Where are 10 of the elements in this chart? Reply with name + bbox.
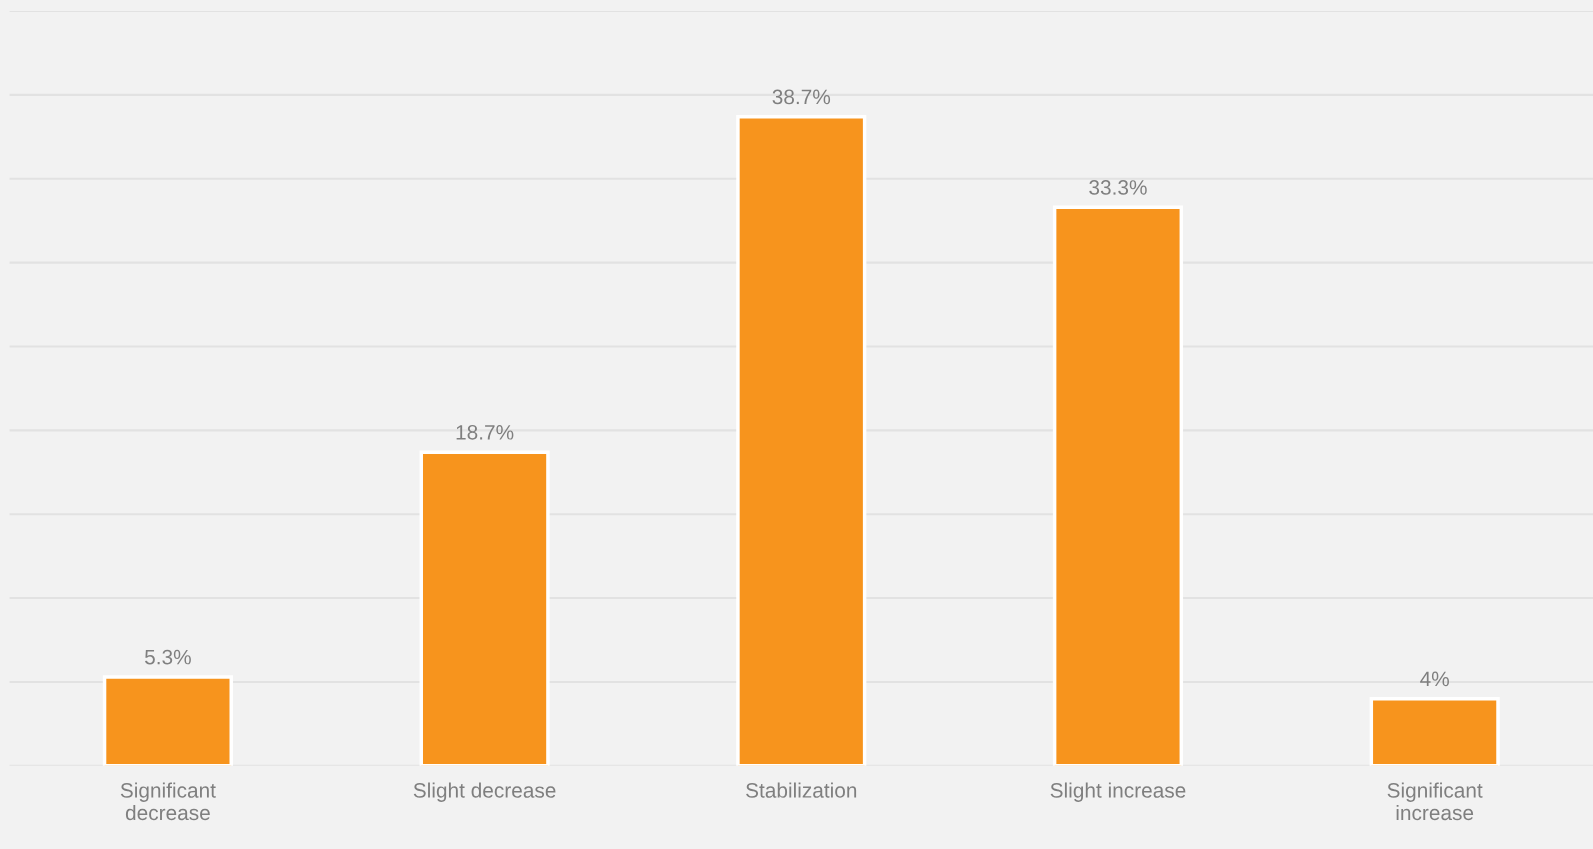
data-label: 33.3%	[1089, 180, 1147, 195]
x-tick-label: Significant increase	[1387, 782, 1483, 821]
x-tick-label: Slight decrease	[413, 782, 556, 802]
data-label: 38.7%	[772, 89, 831, 105]
x-tick-label: Slight increase	[1050, 782, 1186, 802]
data-label: 4%	[1420, 671, 1449, 687]
x-tick-label: Significant decrease	[120, 782, 216, 821]
data-label: 5.3%	[144, 649, 191, 665]
x-tick-label: Stabilization	[746, 782, 857, 798]
data-label: 18.7%	[456, 424, 514, 440]
